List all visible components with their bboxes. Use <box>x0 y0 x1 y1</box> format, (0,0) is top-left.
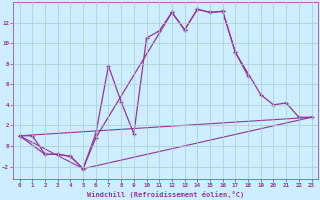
X-axis label: Windchill (Refroidissement éolien,°C): Windchill (Refroidissement éolien,°C) <box>87 191 244 198</box>
